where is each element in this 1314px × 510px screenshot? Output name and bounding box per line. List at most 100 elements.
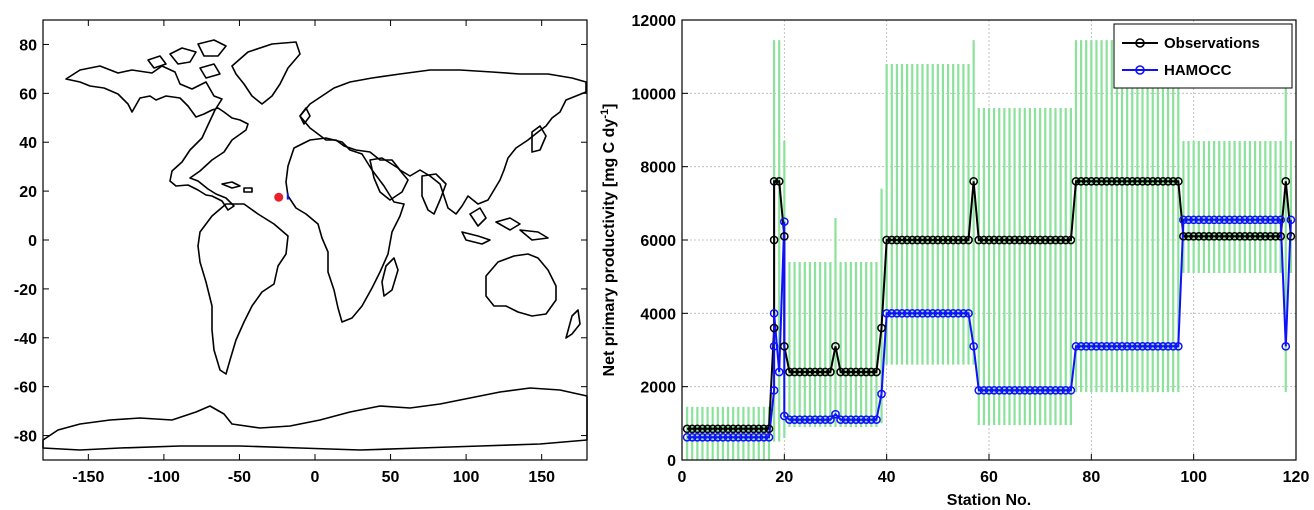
data-point-observations: [918, 235, 927, 245]
data-point-observations: [1000, 235, 1009, 245]
data-point-observations: [836, 367, 845, 377]
data-point-observations: [682, 424, 692, 434]
data-point-observations: [856, 367, 866, 377]
data-point-hamocc: [1230, 215, 1239, 225]
data-point-observations: [882, 235, 892, 245]
data-point-observations: [744, 424, 753, 434]
south-america-coast: [197, 203, 289, 375]
data-point-hamocc: [1163, 341, 1173, 351]
data-point-observations: [877, 323, 886, 333]
data-point-hamocc: [841, 415, 851, 425]
data-point-hamocc: [1173, 341, 1183, 351]
data-point-observations: [1040, 235, 1050, 245]
data-point-hamocc: [948, 308, 958, 318]
data-point-observations: [1005, 235, 1014, 245]
data-point-hamocc: [1260, 215, 1270, 225]
data-point-observations: [1240, 231, 1250, 241]
data-point-hamocc: [749, 432, 758, 442]
data-point-observations: [1250, 231, 1260, 241]
data-point-observations: [1153, 176, 1163, 186]
data-point-observations: [769, 323, 779, 333]
data-point-hamocc: [1214, 215, 1224, 225]
data-point-observations: [866, 367, 876, 377]
data-point-hamocc: [769, 341, 779, 351]
data-point-hamocc: [1143, 341, 1152, 351]
data-point-hamocc: [1112, 341, 1122, 351]
data-point-hamocc: [1102, 341, 1112, 351]
data-point-hamocc: [1066, 385, 1076, 395]
chart-x-ticks: 0 20 40 60 80 100 120: [678, 454, 1309, 486]
series-points-hamocc: [682, 215, 1296, 442]
map-y-tick-label: -80: [14, 429, 37, 446]
data-point-observations: [1173, 176, 1183, 186]
data-point-observations: [1255, 231, 1265, 241]
data-point-observations: [1066, 235, 1076, 245]
data-point-observations: [923, 235, 932, 245]
data-point-observations: [841, 367, 851, 377]
data-point-observations: [769, 176, 779, 186]
chart-y-ticks: 0 2000 4000 6000 8000 10000 12000: [632, 13, 688, 470]
station-marker: [274, 192, 284, 202]
data-point-observations: [713, 424, 723, 434]
data-point-hamocc: [1046, 385, 1055, 395]
error-bars: [686, 40, 1292, 460]
data-point-observations: [943, 235, 953, 245]
data-point-hamocc: [744, 432, 753, 442]
data-point-hamocc: [1286, 215, 1296, 225]
australia-coast: [485, 253, 557, 317]
data-point-hamocc: [1122, 341, 1132, 351]
chart-x-tick-label: 60: [980, 469, 998, 486]
data-point-hamocc: [1250, 215, 1260, 225]
data-point-observations: [1112, 176, 1122, 186]
data-point-hamocc: [779, 217, 789, 227]
data-point-hamocc: [989, 385, 999, 395]
data-point-observations: [728, 424, 738, 434]
data-point-hamocc: [882, 308, 892, 318]
data-point-observations: [1127, 176, 1137, 186]
data-point-hamocc: [1081, 341, 1091, 351]
data-point-observations: [1107, 176, 1117, 186]
data-point-observations: [687, 424, 697, 434]
data-point-hamocc: [1240, 215, 1250, 225]
data-point-hamocc: [805, 415, 815, 425]
data-point-hamocc: [928, 308, 938, 318]
legend-box: [1113, 23, 1293, 89]
map-x-tick-label: 150: [528, 469, 555, 486]
data-point-observations: [754, 424, 764, 434]
data-point-hamocc: [1133, 341, 1142, 351]
data-point-hamocc: [1086, 341, 1096, 351]
data-point-hamocc: [1020, 385, 1030, 395]
data-point-hamocc: [979, 385, 989, 395]
data-point-observations: [994, 235, 1004, 245]
data-point-observations: [1102, 176, 1112, 186]
data-point-observations: [779, 231, 789, 241]
caribbean-coast: [221, 181, 253, 193]
legend-marker-observations: [1135, 38, 1145, 48]
data-point-hamocc: [1235, 215, 1245, 225]
data-point-hamocc: [754, 432, 764, 442]
data-point-hamocc: [1010, 385, 1019, 395]
data-point-observations: [989, 235, 999, 245]
map-x-tick-label: -50: [228, 469, 251, 486]
data-point-hamocc: [800, 415, 810, 425]
data-point-observations: [1266, 231, 1275, 241]
data-point-hamocc: [769, 308, 779, 318]
map-x-tick-label: 100: [453, 469, 480, 486]
data-point-hamocc: [785, 415, 794, 425]
data-point-observations: [1225, 231, 1234, 241]
data-point-hamocc: [974, 385, 984, 395]
map-y-ticks: -80 -60 -40 -20 0 20 40 60 80: [14, 37, 587, 446]
data-point-observations: [897, 235, 907, 245]
data-point-hamocc: [994, 385, 1004, 395]
data-point-observations: [1010, 235, 1019, 245]
map-y-tick-label: -20: [14, 282, 37, 299]
data-point-hamocc: [810, 415, 820, 425]
chart-y-tick-label: 6000: [640, 233, 676, 250]
data-point-observations: [733, 424, 743, 434]
data-point-hamocc: [1061, 385, 1071, 395]
data-point-hamocc: [759, 432, 769, 442]
data-point-observations: [1214, 231, 1224, 241]
indonesia-coast: [461, 207, 549, 245]
data-point-observations: [698, 424, 707, 434]
